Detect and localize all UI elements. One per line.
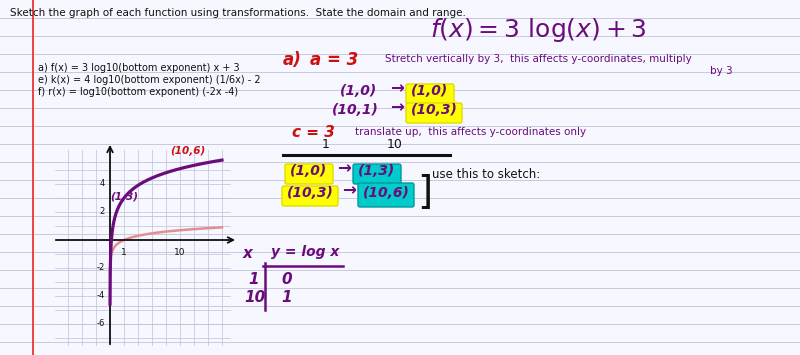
FancyBboxPatch shape xyxy=(282,186,338,206)
Text: -4: -4 xyxy=(97,291,105,300)
Text: (1,0): (1,0) xyxy=(290,164,327,178)
Text: →: → xyxy=(390,98,404,116)
Text: a = 3: a = 3 xyxy=(310,51,358,69)
Text: (1,0): (1,0) xyxy=(340,84,378,98)
Text: →: → xyxy=(337,159,351,177)
Text: Stretch vertically by 3,  this affects y-coordinates, multiply: Stretch vertically by 3, this affects y-… xyxy=(385,54,692,64)
Text: (1,3): (1,3) xyxy=(110,192,138,202)
Text: y = log x: y = log x xyxy=(271,245,339,259)
Text: a): a) xyxy=(283,51,302,69)
FancyBboxPatch shape xyxy=(406,103,462,123)
Text: 1: 1 xyxy=(322,138,330,151)
Text: 1: 1 xyxy=(121,248,127,257)
Text: 10: 10 xyxy=(244,290,266,305)
FancyBboxPatch shape xyxy=(406,84,454,104)
Text: -6: -6 xyxy=(97,320,105,328)
Text: (10,3): (10,3) xyxy=(287,186,334,200)
Text: (10,1): (10,1) xyxy=(332,103,379,117)
Text: →: → xyxy=(390,79,404,97)
Text: Sketch the graph of each function using transformations.  State the domain and r: Sketch the graph of each function using … xyxy=(10,8,466,18)
Text: translate up,  this affects y-coordinates only: translate up, this affects y-coordinates… xyxy=(355,127,586,137)
Text: f) r(x) = log10(bottom exponent) (-2x -4): f) r(x) = log10(bottom exponent) (-2x -4… xyxy=(38,87,238,97)
Text: by 3: by 3 xyxy=(710,66,733,76)
Text: -2: -2 xyxy=(97,263,105,273)
FancyBboxPatch shape xyxy=(358,183,414,207)
Text: x: x xyxy=(243,246,253,261)
Text: (1,0): (1,0) xyxy=(411,84,448,98)
Text: 4: 4 xyxy=(100,180,105,189)
FancyBboxPatch shape xyxy=(285,164,333,184)
Text: ]: ] xyxy=(417,174,432,212)
Text: 0: 0 xyxy=(281,272,292,287)
Text: (10,6): (10,6) xyxy=(170,146,206,156)
Text: 1: 1 xyxy=(281,290,292,305)
Text: a) f(x) = 3 log10(bottom exponent) x + 3: a) f(x) = 3 log10(bottom exponent) x + 3 xyxy=(38,63,240,73)
Text: $f(x) = 3\ \log(x) + 3$: $f(x) = 3\ \log(x) + 3$ xyxy=(430,16,646,44)
Text: →: → xyxy=(342,181,356,199)
Text: use this to sketch:: use this to sketch: xyxy=(432,168,540,181)
Text: e) k(x) = 4 log10(bottom exponent) (1/6x) - 2: e) k(x) = 4 log10(bottom exponent) (1/6x… xyxy=(38,75,261,85)
Text: c = 3: c = 3 xyxy=(292,125,335,140)
Text: 10: 10 xyxy=(174,248,186,257)
Text: (10,6): (10,6) xyxy=(363,186,410,200)
Text: (10,3): (10,3) xyxy=(411,103,458,117)
Text: 2: 2 xyxy=(100,208,105,217)
FancyBboxPatch shape xyxy=(353,164,401,184)
Text: 10: 10 xyxy=(387,138,403,151)
Text: (1,3): (1,3) xyxy=(358,164,395,178)
Text: 1: 1 xyxy=(248,272,258,287)
